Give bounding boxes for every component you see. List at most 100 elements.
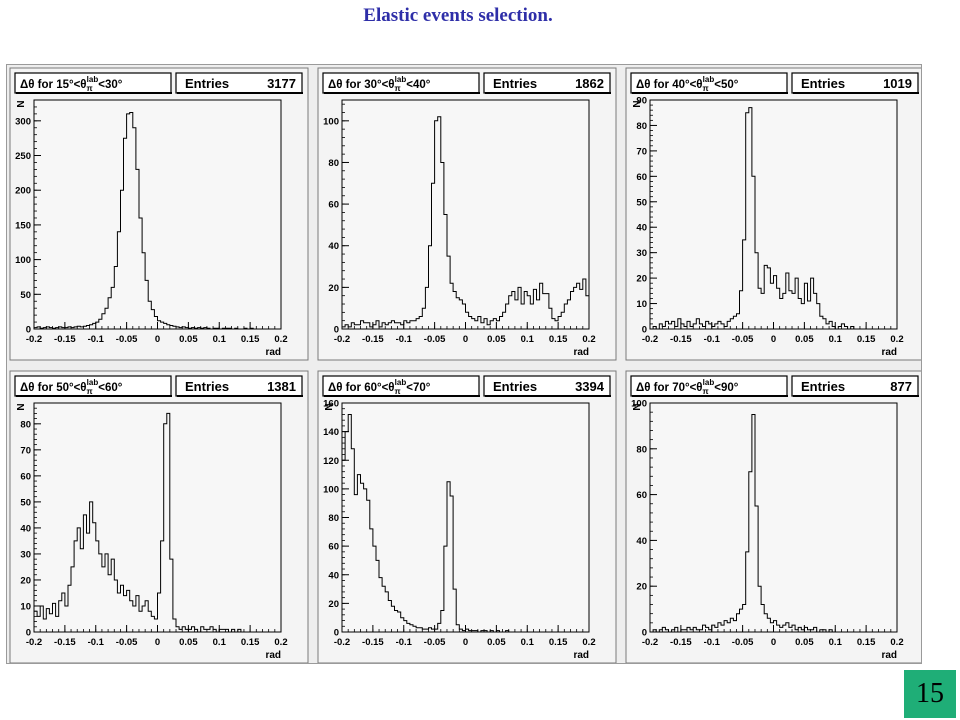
x-tick-label: 0.1 — [213, 334, 227, 345]
x-tick-label: -0.1 — [704, 334, 721, 345]
y-tick-label: 0 — [26, 628, 31, 639]
x-tick-label: -0.1 — [88, 334, 105, 345]
entries-value: 1862 — [575, 76, 604, 91]
histogram-title: Δθ for 60°<θπlab<70° — [328, 378, 431, 396]
x-tick-label: 0 — [155, 637, 160, 648]
x-tick-label: -0.15 — [54, 637, 76, 648]
title-range-high: 70° — [413, 382, 431, 394]
entries-label: Entries — [493, 379, 537, 394]
histogram-title: Δθ for 30°<θπlab<40° — [328, 75, 431, 93]
title-theta: <θ — [74, 79, 87, 91]
y-tick-label: 20 — [636, 274, 647, 285]
x-tick-label: 0.2 — [890, 637, 903, 648]
title-lt: < — [714, 382, 721, 394]
title-range-high: 60° — [105, 382, 123, 394]
title-theta: <θ — [690, 382, 703, 394]
x-tick-label: -0.1 — [88, 637, 105, 648]
title-lt: < — [98, 79, 105, 91]
title-box-shadow — [632, 395, 788, 397]
x-tick-label: -0.05 — [116, 334, 138, 345]
y-tick-label: 40 — [636, 536, 647, 547]
title-range-high: 50° — [721, 79, 739, 91]
title-box-shadow — [16, 395, 172, 397]
title-prefix: Δθ for — [20, 382, 56, 394]
x-tick-label: -0.05 — [424, 637, 446, 648]
x-tick-label: -0.15 — [670, 637, 692, 648]
entries-label: Entries — [801, 76, 845, 91]
y-tick-label: 120 — [323, 456, 339, 467]
y-tick-label: 40 — [328, 241, 339, 252]
entries-value: 3394 — [575, 379, 605, 394]
x-tick-label: -0.2 — [334, 334, 350, 345]
title-prefix: Δθ for — [328, 79, 364, 91]
x-tick-label: 0.2 — [582, 637, 595, 648]
title-range-high: 90° — [721, 382, 739, 394]
x-tick-label: 0.15 — [857, 637, 876, 648]
title-sub: π — [703, 387, 709, 396]
y-tick-label: 60 — [328, 200, 339, 211]
slide-title: Elastic events selection. — [363, 5, 553, 26]
y-tick-label: 100 — [631, 399, 647, 410]
plot-frame — [341, 99, 590, 330]
entries-label: Entries — [185, 379, 229, 394]
y-tick-label: 100 — [15, 255, 31, 266]
title-sub: π — [87, 84, 93, 93]
y-tick-label: 250 — [15, 151, 31, 162]
x-tick-label: -0.15 — [362, 334, 384, 345]
title-range-high: 30° — [105, 79, 123, 91]
y-axis-label: N — [632, 403, 643, 410]
y-tick-label: 10 — [636, 299, 647, 310]
y-tick-label: 80 — [328, 513, 339, 524]
title-lt: < — [98, 382, 105, 394]
y-tick-label: 0 — [642, 325, 647, 336]
y-tick-label: 40 — [328, 570, 339, 581]
title-box-shadow — [324, 92, 480, 94]
title-box-shadow — [16, 92, 172, 94]
y-tick-label: 0 — [334, 325, 339, 336]
y-tick-label: 50 — [20, 290, 31, 301]
histogram-series — [650, 414, 897, 633]
y-tick-label: 60 — [636, 172, 647, 183]
title-sup: lab — [395, 75, 407, 84]
x-axis-label: rad — [265, 650, 281, 661]
x-tick-label: 0.05 — [179, 334, 198, 345]
entries-value: 1381 — [267, 379, 296, 394]
y-tick-label: 300 — [15, 116, 31, 127]
x-tick-label: -0.15 — [362, 637, 384, 648]
histogram-series — [341, 414, 589, 633]
y-tick-label: 160 — [323, 399, 339, 410]
y-tick-label: 60 — [636, 490, 647, 501]
y-axis-label: N — [16, 403, 27, 410]
x-tick-label: 0.1 — [829, 637, 843, 648]
x-tick-label: 0.1 — [829, 334, 843, 345]
histogram-pad-2: Δθ for 30°<θπlab<40° Entries 1862 -0.2 -0.15… — [317, 67, 617, 361]
entries-label: Entries — [801, 379, 845, 394]
entries-value: 1019 — [883, 76, 912, 91]
y-tick-label: 60 — [20, 471, 31, 482]
x-tick-label: 0.05 — [487, 334, 506, 345]
title-sub: π — [703, 84, 709, 93]
histogram-pad-5: Δθ for 60°<θπlab<70° Entries 3394 -0.2 -0.15… — [317, 370, 617, 664]
x-tick-label: -0.1 — [396, 334, 413, 345]
title-lt: < — [406, 382, 413, 394]
x-axis-label: rad — [265, 347, 281, 358]
plot-frame — [341, 402, 590, 633]
title-range-low: 30° — [364, 79, 382, 91]
y-tick-label: 140 — [323, 427, 339, 438]
plot-frame — [649, 402, 898, 633]
x-tick-label: 0.05 — [795, 334, 814, 345]
title-sub: π — [395, 84, 401, 93]
title-theta: <θ — [382, 382, 395, 394]
title-prefix: Δθ for — [636, 79, 672, 91]
x-tick-label: 0 — [463, 334, 468, 345]
histogram-grid: Δθ for 15°<θπlab<30° Entries 3177-0.2 -0.15… — [9, 67, 925, 664]
x-tick-label: -0.2 — [642, 334, 658, 345]
x-tick-label: 0.05 — [487, 637, 506, 648]
histogram-series — [341, 116, 590, 329]
y-tick-label: 30 — [20, 549, 31, 560]
y-tick-label: 200 — [15, 186, 31, 197]
histogram-series — [650, 107, 897, 330]
title-sup: lab — [703, 75, 715, 84]
histogram-pad-3: Δθ for 40°<θπlab<50° Entries 1019-0.2 -0.15… — [625, 67, 925, 361]
y-tick-label: 20 — [328, 283, 339, 294]
